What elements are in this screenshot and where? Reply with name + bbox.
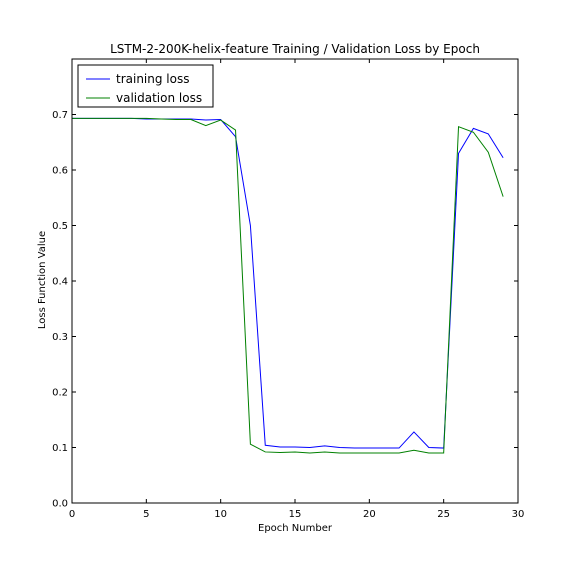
x-tick-label: 25 (437, 509, 450, 520)
x-axis-label: Epoch Number (258, 523, 333, 534)
x-tick-label: 10 (214, 509, 227, 520)
y-tick-label: 0.5 (52, 221, 68, 232)
x-tick-label: 5 (143, 509, 149, 520)
x-tick-label: 0 (69, 509, 75, 520)
y-tick-label: 0.7 (52, 110, 68, 121)
y-tick-label: 0.2 (52, 388, 68, 399)
chart-title: LSTM-2-200K-helix-feature Training / Val… (110, 42, 480, 56)
y-tick-label: 0.1 (52, 443, 68, 454)
x-tick-label: 30 (512, 509, 525, 520)
legend-label-validation-loss: validation loss (116, 91, 202, 105)
x-tick-label: 20 (363, 509, 376, 520)
legend-box (77, 64, 214, 108)
x-tick-label: 15 (289, 509, 302, 520)
legend-label-training-loss: training loss (116, 72, 189, 86)
plot-area: 0 5 10 15 20 25 30 0.0 0.1 0.2 0.3 0.4 0.5 0.6 0.7 trai… (52, 58, 525, 520)
y-tick-label: 0.3 (52, 332, 68, 343)
y-axis-label: Loss Function Value (37, 231, 48, 329)
series-line-validation-loss (72, 117, 504, 454)
y-tick-label: 0.4 (52, 277, 68, 288)
y-tick-label: 0.6 (52, 166, 68, 177)
y-tick-label: 0.0 (52, 499, 68, 510)
series-line-training-loss (72, 117, 504, 449)
